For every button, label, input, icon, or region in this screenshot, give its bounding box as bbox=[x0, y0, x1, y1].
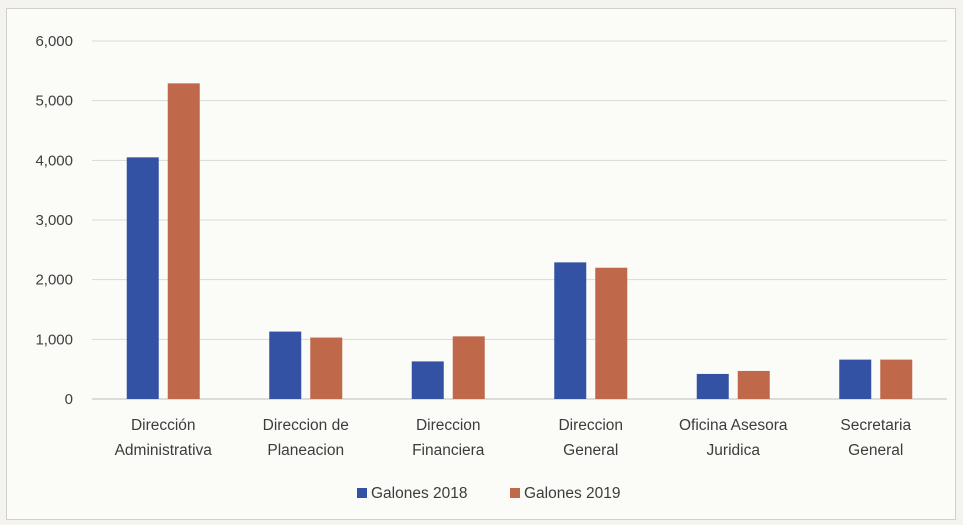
y-tick-label: 3,000 bbox=[35, 212, 73, 229]
bar-2019 bbox=[737, 370, 770, 399]
gridlines bbox=[92, 40, 947, 400]
x-category-label: Financiera bbox=[412, 442, 485, 459]
x-axis-categories: Dirección Administrativa Direccion de Plane… bbox=[115, 417, 912, 459]
legend-swatch bbox=[510, 488, 520, 498]
x-category-label: Direccion bbox=[416, 417, 481, 434]
legend: Galones 2018 Galones 2019 bbox=[357, 485, 621, 502]
x-category-label: Direccion bbox=[558, 417, 623, 434]
y-tick-label: 2,000 bbox=[35, 272, 73, 289]
x-category-label: General bbox=[848, 442, 903, 459]
y-tick-label: 0 bbox=[65, 391, 73, 408]
bar-2018 bbox=[839, 359, 872, 399]
bar-2018 bbox=[411, 361, 444, 399]
x-category-label: Oficina Asesora bbox=[679, 417, 788, 434]
bar-2018 bbox=[554, 262, 587, 399]
x-category-label: Direccion de bbox=[263, 417, 349, 434]
bar-2018 bbox=[696, 373, 729, 399]
bar-2019 bbox=[452, 336, 485, 399]
x-category-label: Juridica bbox=[707, 442, 761, 459]
legend-label: Galones 2018 bbox=[371, 485, 468, 502]
y-tick-label: 6,000 bbox=[35, 33, 73, 50]
y-axis-ticks: 0 1,000 2,000 3,000 4,000 5,000 6,000 bbox=[35, 33, 73, 408]
bar-2018 bbox=[269, 331, 302, 399]
legend-label: Galones 2019 bbox=[524, 485, 621, 502]
bar-2019 bbox=[310, 337, 343, 399]
x-category-label: Dirección bbox=[131, 417, 196, 434]
bar-2019 bbox=[167, 83, 200, 399]
x-category-label: Secretaria bbox=[840, 417, 911, 434]
y-tick-label: 1,000 bbox=[35, 331, 73, 348]
bar-2019 bbox=[880, 359, 913, 399]
y-tick-label: 4,000 bbox=[35, 152, 73, 169]
bar-2018 bbox=[126, 157, 159, 399]
chart-frame bbox=[6, 8, 956, 520]
y-tick-label: 5,000 bbox=[35, 93, 73, 110]
x-category-label: Planeacion bbox=[267, 442, 344, 459]
bars bbox=[126, 83, 913, 399]
legend-swatch bbox=[357, 488, 367, 498]
x-category-label: Administrativa bbox=[115, 442, 213, 459]
bar-2019 bbox=[595, 267, 628, 399]
x-category-label: General bbox=[563, 442, 618, 459]
